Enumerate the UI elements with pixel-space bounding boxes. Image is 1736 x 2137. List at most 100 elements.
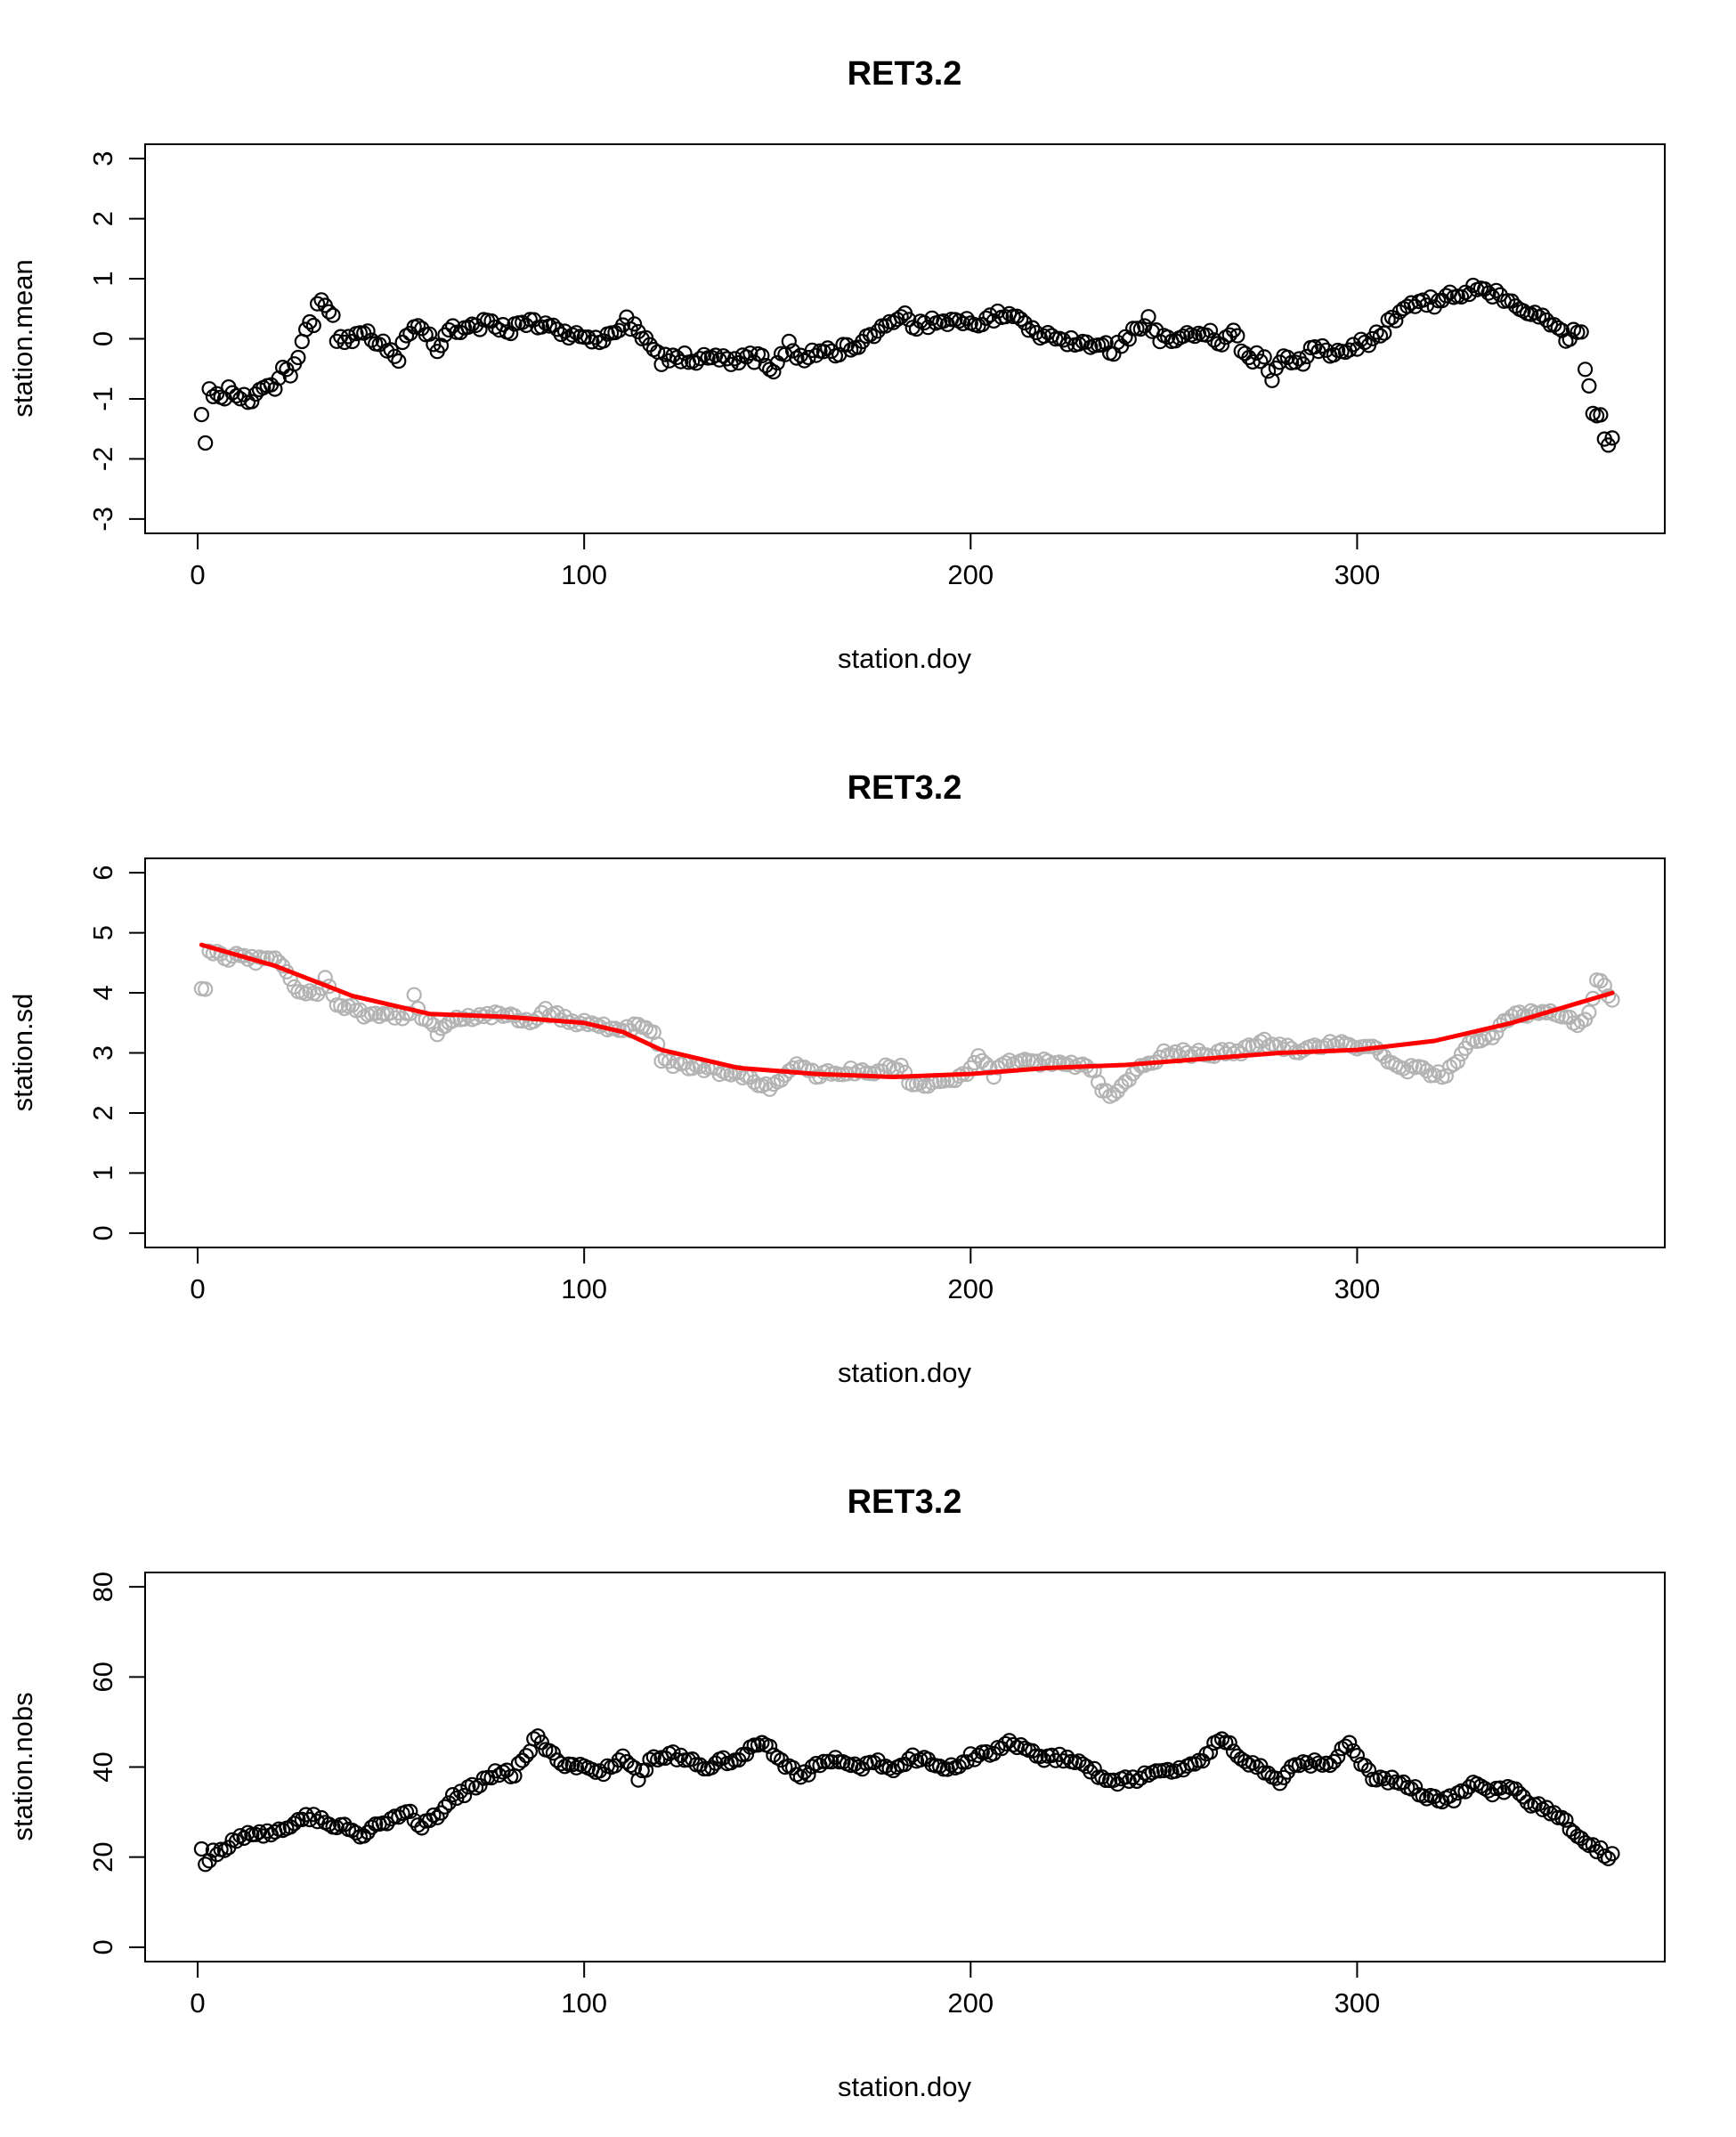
data-point	[970, 1747, 986, 1764]
data-point	[1573, 324, 1589, 340]
data-point	[1129, 1773, 1145, 1790]
panel-3-points	[193, 1728, 1620, 1873]
data-point	[1183, 1756, 1199, 1772]
data-point	[1507, 1781, 1524, 1797]
data-point	[205, 388, 221, 404]
data-point	[251, 1824, 268, 1840]
data-point	[345, 333, 361, 350]
data-point	[784, 343, 801, 359]
x-tick-label: 300	[1334, 1987, 1381, 2019]
data-point	[1002, 1052, 1018, 1068]
data-point	[445, 1786, 461, 1803]
data-point	[1593, 972, 1609, 989]
data-point	[703, 1759, 720, 1775]
data-point	[746, 1074, 762, 1091]
data-point	[711, 1066, 727, 1083]
data-point	[1345, 1743, 1361, 1759]
data-point	[437, 1799, 453, 1815]
data-point	[847, 1756, 863, 1772]
data-point	[491, 1005, 507, 1021]
data-point	[1225, 1743, 1242, 1759]
x-tick-label: 200	[947, 1987, 994, 2019]
panel-2-smooth-line	[199, 942, 1615, 1079]
data-point	[781, 333, 797, 349]
y-tick-label: 20	[87, 1841, 118, 1872]
data-point	[1457, 1784, 1473, 1800]
data-point	[1600, 1850, 1617, 1866]
data-point	[726, 351, 743, 367]
data-point	[827, 1750, 844, 1766]
data-point	[1013, 1736, 1029, 1753]
data-point	[1426, 1068, 1442, 1084]
x-tick-label: 100	[561, 1273, 607, 1304]
data-point	[630, 1772, 646, 1788]
y-tick-label: 3	[87, 1045, 118, 1060]
data-point	[1167, 333, 1184, 349]
data-point	[1461, 287, 1477, 303]
data-point	[1260, 363, 1277, 379]
data-point	[936, 313, 952, 329]
data-point	[1132, 321, 1148, 337]
data-point	[302, 313, 318, 330]
y-tick-label: 6	[87, 865, 118, 881]
panel-1-title: RET3.2	[848, 55, 962, 93]
data-point	[789, 350, 805, 366]
data-point	[673, 353, 689, 370]
x-tick-label: 0	[190, 559, 205, 590]
data-point	[1248, 345, 1265, 361]
data-point	[441, 1795, 457, 1811]
data-point	[1121, 331, 1137, 347]
data-point	[1229, 328, 1245, 344]
data-point	[715, 348, 732, 364]
data-point	[943, 1757, 960, 1773]
data-point	[1225, 1045, 1242, 1061]
data-point	[1086, 1760, 1102, 1776]
data-point	[823, 343, 840, 359]
data-point	[426, 1017, 442, 1033]
data-point	[391, 353, 407, 370]
data-point	[1213, 337, 1230, 353]
data-point	[1403, 295, 1419, 311]
data-point	[685, 1060, 701, 1077]
data-point	[1106, 1086, 1122, 1102]
data-point	[321, 304, 337, 320]
data-point	[1326, 1753, 1343, 1770]
data-point	[433, 337, 450, 353]
x-tick-label: 200	[947, 1273, 994, 1304]
data-point	[298, 986, 314, 1002]
data-point	[305, 317, 321, 334]
data-point	[1480, 285, 1497, 301]
y-tick-label: 2	[87, 211, 118, 226]
data-point	[951, 313, 967, 329]
panel-station-nobs: RET3.2 station.doy station.nobs 0 100 200 3…	[7, 1483, 1666, 2102]
y-tick-label: 5	[87, 925, 118, 940]
data-point	[1449, 1053, 1465, 1069]
data-point	[1245, 1755, 1261, 1771]
data-point	[584, 334, 600, 350]
data-point	[1480, 1783, 1497, 1799]
data-point	[1206, 332, 1222, 348]
panel-station-mean: RET3.2 station.doy station.mean 0 100 200 3…	[7, 55, 1666, 674]
panel-1-y-axis: -3 -2 -1 0 1 2 3	[87, 151, 146, 532]
y-tick-label: 0	[87, 1939, 118, 1954]
data-point	[990, 1060, 1006, 1076]
data-point	[1357, 334, 1373, 351]
data-point	[1260, 1765, 1277, 1782]
data-point	[1202, 1744, 1219, 1760]
data-point	[452, 324, 468, 340]
data-point	[472, 321, 488, 337]
data-point	[1121, 1773, 1137, 1790]
data-point	[1546, 1805, 1562, 1821]
data-point	[216, 1842, 232, 1858]
data-point	[1453, 288, 1470, 305]
y-tick-label: 3	[87, 151, 118, 167]
data-point	[1383, 309, 1400, 326]
data-point	[441, 321, 457, 338]
data-point	[429, 1809, 445, 1825]
data-point	[244, 394, 260, 410]
data-point	[1515, 303, 1531, 319]
data-point	[198, 981, 214, 997]
data-point	[538, 315, 554, 331]
data-point	[951, 1759, 967, 1775]
data-point	[1581, 378, 1597, 394]
